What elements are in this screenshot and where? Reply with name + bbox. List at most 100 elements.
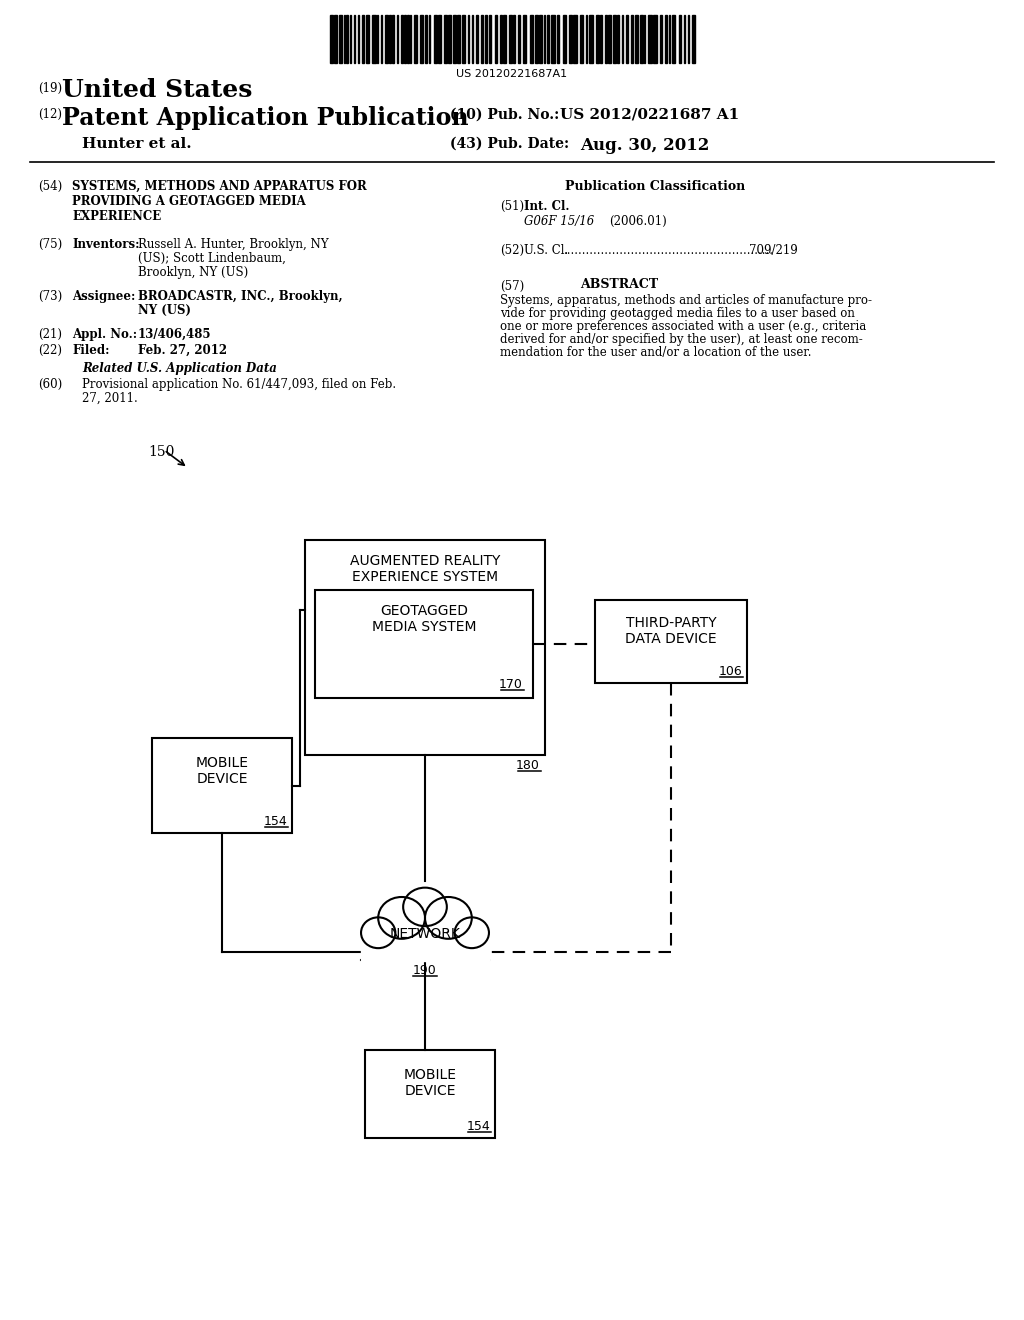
Text: 13/406,485: 13/406,485 xyxy=(138,327,212,341)
Bar xyxy=(438,15,441,63)
Text: 180: 180 xyxy=(516,759,540,772)
Text: Assignee:: Assignee: xyxy=(72,290,135,304)
Text: 27, 2011.: 27, 2011. xyxy=(82,392,138,405)
Bar xyxy=(536,15,538,63)
Bar xyxy=(613,15,616,63)
Bar xyxy=(396,15,398,63)
Text: EXPERIENCE: EXPERIENCE xyxy=(72,210,161,223)
Text: 154: 154 xyxy=(466,1119,490,1133)
Bar xyxy=(573,15,577,63)
Bar xyxy=(361,931,489,961)
Bar xyxy=(462,15,465,63)
Bar xyxy=(648,15,652,63)
Bar xyxy=(434,15,437,63)
Bar xyxy=(415,15,418,63)
Bar xyxy=(581,15,584,63)
Bar xyxy=(152,738,292,833)
Bar xyxy=(596,15,599,63)
Text: (19): (19) xyxy=(38,82,62,95)
Text: Feb. 27, 2012: Feb. 27, 2012 xyxy=(138,345,227,356)
Bar xyxy=(471,15,473,63)
Bar xyxy=(392,15,393,63)
Bar xyxy=(335,15,337,63)
Bar xyxy=(518,15,520,63)
Bar xyxy=(666,15,667,63)
Text: Systems, apparatus, methods and articles of manufacture pro-: Systems, apparatus, methods and articles… xyxy=(500,294,872,308)
Text: NY (US): NY (US) xyxy=(138,304,191,317)
Text: 106: 106 xyxy=(718,665,742,678)
Bar xyxy=(444,15,446,63)
Bar xyxy=(315,590,534,698)
Bar xyxy=(605,15,607,63)
Bar xyxy=(389,15,391,63)
Text: Int. Cl.: Int. Cl. xyxy=(524,201,569,213)
Text: (51): (51) xyxy=(500,201,524,213)
Bar xyxy=(539,15,542,63)
Text: PROVIDING A GEOTAGGED MEDIA: PROVIDING A GEOTAGGED MEDIA xyxy=(72,195,306,209)
Text: (73): (73) xyxy=(38,290,62,304)
Bar xyxy=(305,540,545,755)
Bar xyxy=(679,15,681,63)
Text: MOBILE: MOBILE xyxy=(403,1068,457,1082)
Text: (US); Scott Lindenbaum,: (US); Scott Lindenbaum, xyxy=(138,252,286,265)
Bar xyxy=(495,15,498,63)
Bar xyxy=(569,15,572,63)
Text: Hunter et al.: Hunter et al. xyxy=(82,137,191,150)
Text: Filed:: Filed: xyxy=(72,345,110,356)
Text: Publication Classification: Publication Classification xyxy=(565,180,745,193)
Text: EXPERIENCE SYSTEM: EXPERIENCE SYSTEM xyxy=(352,570,498,583)
Text: US 20120221687A1: US 20120221687A1 xyxy=(457,69,567,79)
Text: (22): (22) xyxy=(38,345,62,356)
Text: vide for providing geotagged media files to a user based on: vide for providing geotagged media files… xyxy=(500,308,855,319)
Ellipse shape xyxy=(455,917,489,948)
Text: 150: 150 xyxy=(148,445,174,459)
Bar xyxy=(563,15,566,63)
Ellipse shape xyxy=(425,898,472,939)
Text: (10) Pub. No.:: (10) Pub. No.: xyxy=(450,108,559,121)
Text: Provisional application No. 61/447,093, filed on Feb.: Provisional application No. 61/447,093, … xyxy=(82,378,396,391)
Ellipse shape xyxy=(378,898,425,939)
Bar xyxy=(523,15,526,63)
Bar xyxy=(503,15,506,63)
Ellipse shape xyxy=(361,917,395,948)
Text: DEVICE: DEVICE xyxy=(404,1084,456,1098)
Bar xyxy=(687,15,689,63)
Text: ABSTRACT: ABSTRACT xyxy=(580,279,658,290)
Bar xyxy=(653,15,656,63)
Bar xyxy=(632,15,634,63)
Bar xyxy=(425,15,427,63)
Bar xyxy=(547,15,549,63)
Bar xyxy=(346,15,348,63)
Bar xyxy=(557,15,559,63)
Bar xyxy=(408,15,409,63)
Text: ........................................................: ........................................… xyxy=(564,244,774,257)
Bar xyxy=(552,15,555,63)
Bar xyxy=(635,15,638,63)
Bar xyxy=(468,15,469,63)
Text: 709/219: 709/219 xyxy=(749,244,798,257)
Bar xyxy=(608,15,611,63)
Bar xyxy=(622,15,624,63)
Bar xyxy=(640,15,643,63)
Text: 190: 190 xyxy=(413,964,437,977)
Text: Patent Application Publication: Patent Application Publication xyxy=(62,106,469,129)
Bar xyxy=(421,15,423,63)
Bar xyxy=(595,601,746,682)
Bar xyxy=(500,15,502,63)
Text: Aug. 30, 2012: Aug. 30, 2012 xyxy=(580,137,710,154)
Text: U.S. Cl.: U.S. Cl. xyxy=(524,244,568,257)
Bar xyxy=(586,15,587,63)
Text: (52): (52) xyxy=(500,244,524,257)
Text: United States: United States xyxy=(62,78,252,102)
Text: one or more preferences associated with a user (e.g., criteria: one or more preferences associated with … xyxy=(500,319,866,333)
Text: G06F 15/16: G06F 15/16 xyxy=(524,215,594,228)
Text: MEDIA SYSTEM: MEDIA SYSTEM xyxy=(372,620,476,634)
Ellipse shape xyxy=(403,887,446,927)
Bar xyxy=(367,15,370,63)
Bar xyxy=(476,15,478,63)
Text: Russell A. Hunter, Brooklyn, NY: Russell A. Hunter, Brooklyn, NY xyxy=(138,238,329,251)
Bar xyxy=(617,15,620,63)
Text: GEOTAGGED: GEOTAGGED xyxy=(380,605,468,618)
Text: SYSTEMS, METHODS AND APPARATUS FOR: SYSTEMS, METHODS AND APPARATUS FOR xyxy=(72,180,367,193)
Text: DATA DEVICE: DATA DEVICE xyxy=(626,632,717,645)
